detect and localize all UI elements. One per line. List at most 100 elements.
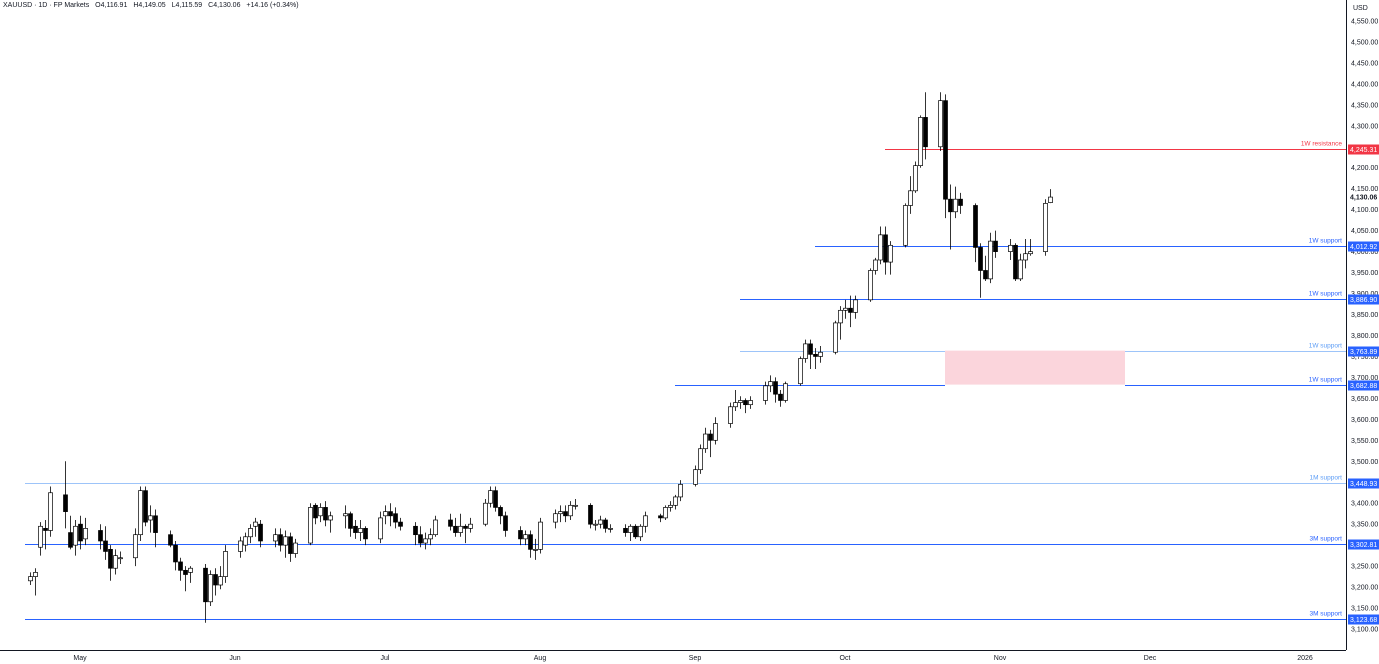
candle-body [643, 515, 648, 527]
candle-body [948, 198, 953, 213]
candle-body [1048, 196, 1053, 203]
candle-body [133, 534, 138, 559]
candle-body [503, 515, 508, 531]
candle-body [398, 521, 403, 527]
candle [343, 505, 348, 529]
candle-body [313, 504, 318, 519]
candle [668, 501, 673, 512]
candle [143, 486, 148, 527]
candle-body [453, 525, 458, 533]
candle-body [883, 234, 888, 263]
candle [1043, 199, 1048, 256]
candle [808, 339, 813, 370]
candle [798, 356, 803, 386]
candle-body [288, 536, 293, 554]
candle [643, 511, 648, 533]
level-label: 1M support [1309, 475, 1342, 482]
candle [703, 427, 708, 453]
candle-body [728, 406, 733, 424]
y-tick-label: 4,450.00 [1351, 60, 1378, 67]
candle-body [43, 528, 48, 531]
candle [973, 203, 978, 263]
candle-body [173, 544, 178, 563]
time-axis[interactable]: May Jun Jul Aug Sep Oct Nov Dec 2026 [0, 650, 1346, 663]
candle-body [908, 190, 913, 206]
candle [913, 161, 918, 193]
candle-body [1018, 259, 1023, 280]
candle-body [283, 536, 288, 546]
candle-body [873, 259, 878, 271]
candle-body [28, 576, 33, 582]
candle [588, 503, 593, 529]
candle [1013, 243, 1018, 281]
candle-body [38, 525, 43, 548]
level-label: 1W resistance [1301, 141, 1343, 148]
y-tick-label: 3,350.00 [1351, 522, 1378, 529]
candle-body [203, 567, 208, 603]
candle-body [818, 351, 823, 357]
candle [813, 348, 818, 370]
candle [903, 203, 908, 248]
candle [733, 390, 738, 411]
candle-body [848, 307, 853, 313]
candle-body [248, 528, 253, 538]
candle [468, 517, 473, 533]
candle-body [83, 528, 88, 540]
candle-body [973, 205, 978, 248]
candle [593, 520, 598, 531]
candle [293, 538, 298, 558]
y-tick-label: 3,850.00 [1351, 312, 1378, 319]
price-axis[interactable]: 3,100.003,150.003,200.003,250.003,300.00… [1346, 0, 1379, 650]
support-zone-layer [945, 350, 1125, 385]
x-tick-label: Jun [229, 655, 240, 662]
candle-body [923, 117, 928, 148]
candle [363, 526, 368, 546]
candle-body [518, 530, 523, 540]
candle [938, 92, 943, 151]
level-price-label: 3,763.89 [1350, 349, 1377, 356]
candle [503, 511, 508, 537]
candle-body [308, 507, 313, 544]
change-value: +14.16 (+0.34%) [246, 2, 299, 9]
candle [138, 486, 143, 541]
candle [958, 192, 963, 214]
candle [983, 255, 988, 281]
candle-body [468, 523, 473, 529]
x-tick-label: May [73, 655, 87, 662]
candle-body [168, 534, 173, 546]
y-tick-label: 3,800.00 [1351, 333, 1378, 340]
candle-body [493, 490, 498, 508]
symbol-name[interactable]: XAUUSD · 1D · FP Markets [3, 2, 90, 9]
candle-body [843, 307, 848, 311]
candle-body [713, 423, 718, 441]
candle [328, 511, 333, 533]
level-price-badge [1348, 478, 1379, 489]
candle [183, 566, 188, 592]
currency-label[interactable]: USD [1353, 5, 1368, 12]
candle-body [68, 532, 73, 548]
open-value: O4,116.91 [95, 2, 128, 9]
y-tick-label: 4,400.00 [1351, 81, 1378, 88]
candle [383, 505, 388, 525]
candle [488, 486, 493, 508]
x-tick-label: Sep [689, 655, 702, 662]
level-price-label: 3,302.81 [1350, 542, 1377, 549]
candle [993, 230, 998, 258]
candle [68, 515, 73, 550]
candle [148, 505, 153, 533]
candle [638, 524, 643, 541]
level-price-label: 3,448.93 [1350, 481, 1377, 488]
candle-body [573, 504, 578, 507]
y-tick-label: 3,250.00 [1351, 564, 1378, 571]
candle [628, 524, 633, 541]
candle-body [938, 100, 943, 148]
candle [918, 115, 923, 168]
candle-body [553, 513, 558, 523]
candle [883, 226, 888, 275]
candle [173, 540, 178, 571]
candle-body [738, 400, 743, 403]
candle-body [1013, 244, 1018, 280]
candle-body [253, 521, 258, 527]
candle [63, 461, 68, 529]
